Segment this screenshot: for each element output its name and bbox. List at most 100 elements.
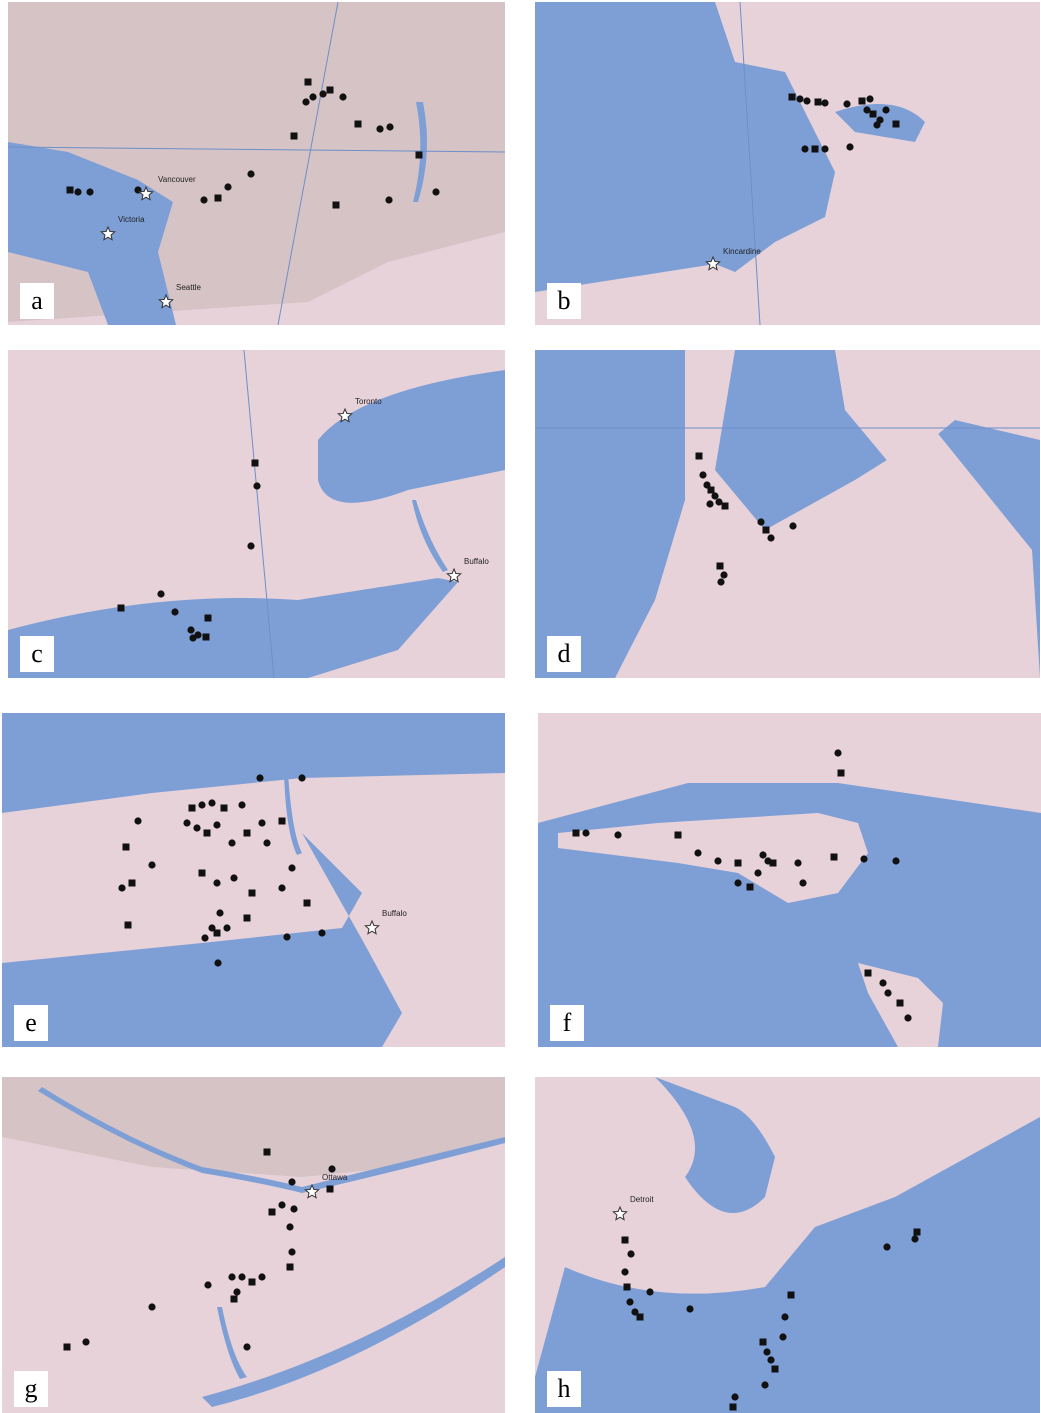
site-marker <box>767 1356 774 1363</box>
site-marker <box>328 1165 335 1172</box>
site-marker <box>626 1298 633 1305</box>
map-panel: VancouverVictoriaSeattlea <box>8 2 505 325</box>
site-marker <box>747 884 754 891</box>
site-marker <box>214 930 221 937</box>
site-marker <box>735 860 742 867</box>
panel-label: g <box>25 1374 38 1403</box>
site-marker <box>319 90 326 97</box>
site-marker <box>302 98 309 105</box>
site-marker <box>803 97 810 104</box>
panel-label: b <box>558 286 571 315</box>
site-marker <box>286 1223 293 1230</box>
site-marker <box>376 125 383 132</box>
site-marker <box>290 1205 297 1212</box>
site-marker <box>714 857 721 864</box>
site-marker <box>223 924 230 931</box>
site-marker <box>228 839 235 846</box>
site-marker <box>230 874 237 881</box>
city-label: Detroit <box>630 1195 654 1204</box>
map-panel: TorontoBuffaloc <box>8 350 505 678</box>
site-marker <box>799 879 806 886</box>
site-marker <box>815 99 822 106</box>
site-marker <box>148 1303 155 1310</box>
site-marker <box>355 121 362 128</box>
site-marker <box>734 879 741 886</box>
site-marker <box>884 989 891 996</box>
site-marker <box>208 799 215 806</box>
site-marker <box>730 1404 737 1411</box>
site-marker <box>831 854 838 861</box>
site-marker <box>801 145 808 152</box>
site-marker <box>288 864 295 871</box>
site-marker <box>759 851 766 858</box>
panel-label: h <box>558 1374 571 1403</box>
site-marker <box>187 626 194 633</box>
site-marker <box>865 970 872 977</box>
site-marker <box>882 106 889 113</box>
site-marker <box>118 605 125 612</box>
site-marker <box>287 1264 294 1271</box>
site-marker <box>838 770 845 777</box>
site-marker <box>231 1296 238 1303</box>
site-marker <box>129 880 136 887</box>
city-label: Kincardine <box>723 247 761 256</box>
site-marker <box>86 188 93 195</box>
site-marker <box>789 522 796 529</box>
city-label: Toronto <box>355 397 382 406</box>
panel-label: f <box>563 1008 572 1037</box>
site-marker <box>199 870 206 877</box>
map-panel: Kincardine b <box>535 2 1040 325</box>
site-marker <box>717 563 724 570</box>
site-marker <box>812 146 819 153</box>
site-marker <box>573 830 580 837</box>
site-marker <box>763 1348 770 1355</box>
site-marker <box>386 123 393 130</box>
site-marker <box>866 95 873 102</box>
panel-label: e <box>25 1008 37 1037</box>
site-marker <box>637 1314 644 1321</box>
site-marker <box>843 100 850 107</box>
site-marker <box>873 121 880 128</box>
site-marker <box>193 824 200 831</box>
site-marker <box>675 832 682 839</box>
site-marker <box>821 145 828 152</box>
site-marker <box>283 933 290 940</box>
site-marker <box>243 1343 250 1350</box>
site-marker <box>711 492 718 499</box>
site-marker <box>761 1381 768 1388</box>
city-label: Buffalo <box>382 909 407 918</box>
site-marker <box>897 1000 904 1007</box>
site-marker <box>779 1333 786 1340</box>
city-label: Victoria <box>118 215 145 224</box>
site-marker <box>834 749 841 756</box>
site-marker <box>244 915 251 922</box>
site-marker <box>264 1149 271 1156</box>
site-marker <box>157 590 164 597</box>
site-marker <box>892 857 899 864</box>
site-marker <box>772 1366 779 1373</box>
site-marker <box>134 817 141 824</box>
site-marker <box>200 196 207 203</box>
site-marker <box>794 859 801 866</box>
site-marker <box>904 1014 911 1021</box>
site-marker <box>859 98 866 105</box>
site-marker <box>788 1292 795 1299</box>
site-marker <box>720 571 727 578</box>
site-marker <box>767 534 774 541</box>
site-marker <box>291 133 298 140</box>
site-marker <box>339 93 346 100</box>
site-marker <box>249 890 256 897</box>
site-marker <box>258 819 265 826</box>
site-marker <box>914 1229 921 1236</box>
site-marker <box>694 849 701 856</box>
map-panel: f <box>538 713 1041 1047</box>
site-marker <box>238 1273 245 1280</box>
site-marker <box>247 542 254 549</box>
site-marker <box>224 183 231 190</box>
map-panel: Buffalo e <box>2 713 505 1047</box>
site-marker <box>763 527 770 534</box>
site-marker <box>258 1273 265 1280</box>
site-marker <box>622 1237 629 1244</box>
site-marker <box>870 111 877 118</box>
site-marker <box>879 979 886 986</box>
